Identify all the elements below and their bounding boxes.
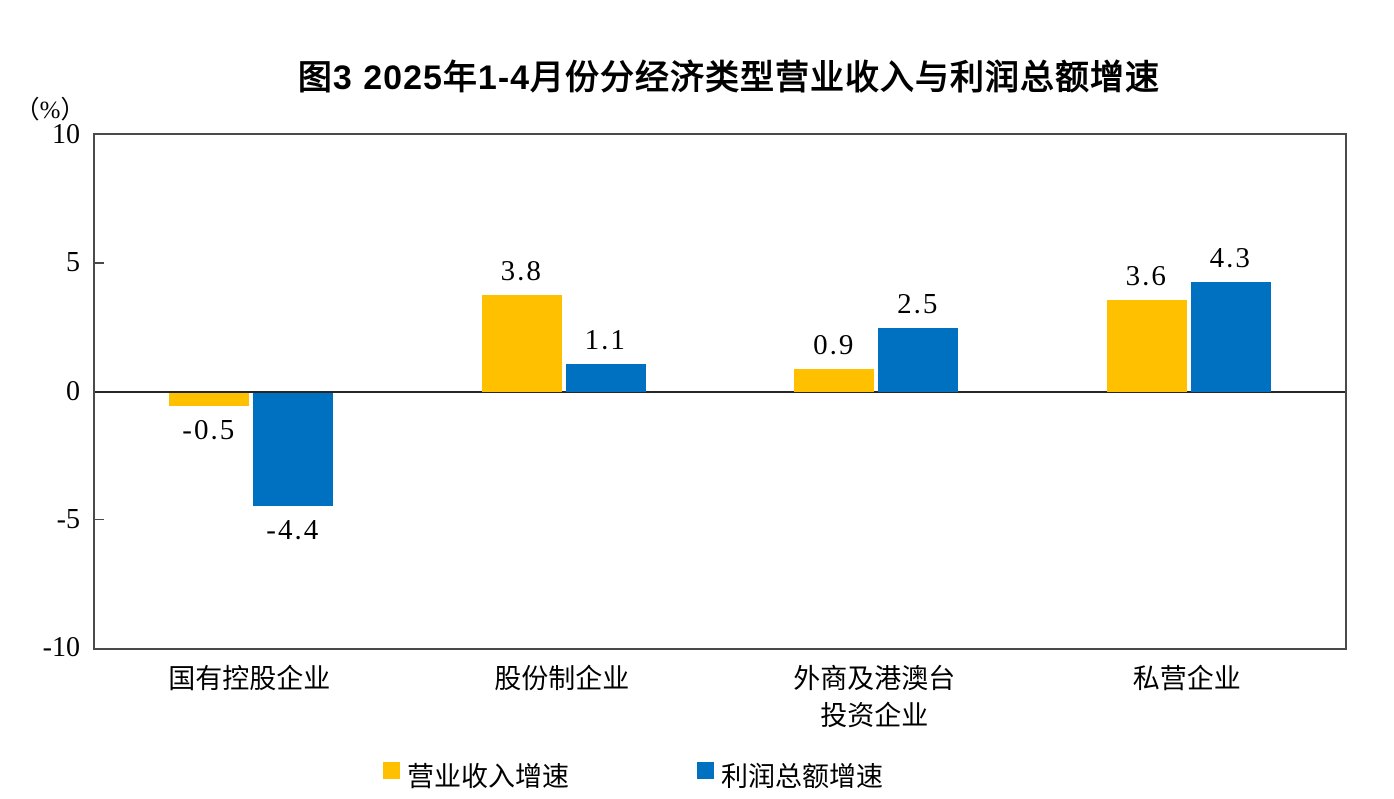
category-label: 股份制企业 — [494, 664, 630, 694]
category-label: 外商及港澳台 投资企业 — [793, 664, 956, 731]
bar-营业收入增速-3 — [794, 368, 875, 392]
chart-legend: 营业收入增速 利润总额增速 — [383, 755, 883, 794]
y-axis-tick — [95, 262, 104, 264]
bar-value-label: 3.6 — [1125, 259, 1168, 292]
legend-item-营业收入增速: 营业收入增速 — [383, 755, 569, 794]
y-tick-label: -5 — [56, 503, 80, 535]
category-label: 国有控股企业 — [168, 664, 331, 694]
y-tick-label: 10 — [52, 119, 80, 150]
zero-baseline — [95, 390, 1345, 393]
chart-title: 图3 2025年1-4月份分经济类型营业收入与利润总额增速 — [297, 59, 1161, 97]
legend-swatch-icon — [697, 762, 714, 779]
bar-营业收入增速-1 — [169, 392, 250, 406]
bar-利润总额增速-1 — [253, 392, 334, 506]
bar-value-label: -0.5 — [182, 413, 237, 446]
legend-item-利润总额增速: 利润总额增速 — [697, 755, 883, 794]
bar-营业收入增速-4 — [1106, 299, 1187, 392]
bar-value-label: 1.1 — [584, 323, 627, 356]
y-tick-label: -10 — [42, 632, 80, 663]
bar-利润总额增速-2 — [565, 363, 646, 392]
legend-swatch-icon — [383, 762, 400, 779]
y-tick-label: 5 — [66, 247, 80, 279]
bar-value-label: 2.5 — [897, 287, 940, 320]
y-tick-label: 0 — [66, 375, 80, 407]
legend-label: 利润总额增速 — [721, 762, 883, 792]
y-axis-tick — [95, 518, 104, 521]
bar-营业收入增速-2 — [481, 294, 562, 392]
y-axis-unit-label: （%） — [14, 97, 86, 124]
category-label: 私营企业 — [1132, 664, 1241, 694]
bar-value-label: 0.9 — [813, 328, 856, 361]
plot-area: -0.5 -4.4 3.8 1.1 0.9 2.5 3.6 4.3 — [93, 133, 1347, 650]
bar-利润总额增速-3 — [878, 327, 959, 392]
bar-value-label: 3.8 — [500, 254, 543, 287]
bar-value-label: 4.3 — [1209, 241, 1252, 274]
legend-label: 营业收入增速 — [407, 762, 569, 792]
bar-利润总额增速-4 — [1190, 281, 1271, 392]
bar-value-label: -4.4 — [266, 513, 321, 546]
